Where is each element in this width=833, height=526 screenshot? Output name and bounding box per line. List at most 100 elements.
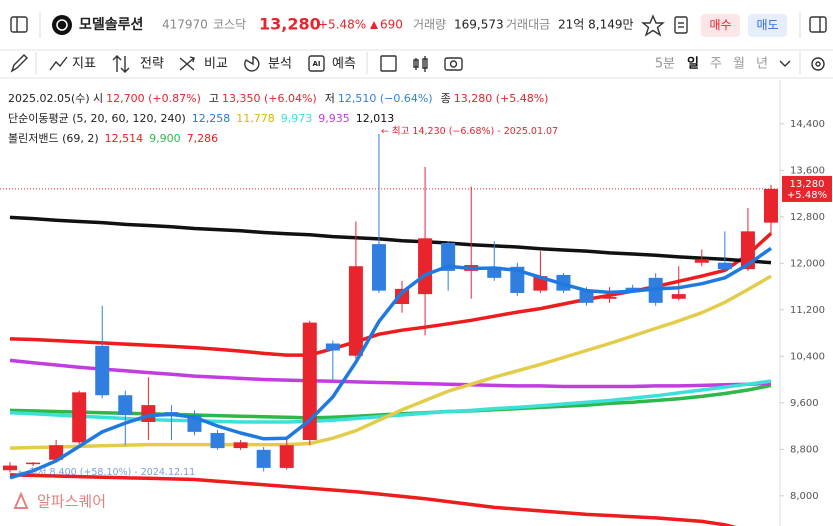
toolbar-item[interactable]: 지표 bbox=[72, 57, 96, 72]
candle-body bbox=[625, 287, 640, 291]
candle-body bbox=[418, 238, 433, 295]
candle-body bbox=[118, 395, 133, 415]
analysis-icon bbox=[244, 56, 260, 72]
y-tick-label: 10,400 bbox=[790, 351, 825, 362]
layout-button[interactable] bbox=[380, 55, 397, 72]
y-tick-label: 12,800 bbox=[790, 212, 825, 223]
candle-body bbox=[279, 445, 294, 468]
info-value: 12,510 (−0.64%) bbox=[338, 92, 433, 105]
candle-body bbox=[72, 392, 87, 443]
legend-value: 9,973 bbox=[281, 112, 313, 125]
favorite-button[interactable] bbox=[641, 14, 665, 37]
forecast-icon bbox=[308, 55, 325, 72]
change-pct: +5.48% bbox=[318, 18, 366, 32]
candle-body bbox=[510, 266, 525, 293]
indicator-line bbox=[9, 274, 772, 450]
stock-code: 417970 bbox=[162, 18, 208, 32]
y-tick-label: 11,200 bbox=[790, 305, 825, 316]
icon-part bbox=[449, 60, 458, 68]
y-tick-label: 8,800 bbox=[790, 444, 819, 455]
info-label: 고 bbox=[209, 92, 219, 105]
stock-name: 모델솔루션 bbox=[79, 16, 143, 33]
header bbox=[0, 0, 833, 50]
candle-body bbox=[348, 266, 363, 356]
legend-value: 12,514 bbox=[105, 132, 144, 145]
toolbar-item[interactable]: 전략 bbox=[140, 57, 164, 72]
settings-button[interactable] bbox=[811, 57, 825, 71]
amount: 21억 8,149만 bbox=[558, 18, 634, 32]
indicator-line bbox=[9, 215, 772, 265]
toolbar-item[interactable]: 비교 bbox=[204, 57, 228, 72]
info-label: 시 bbox=[93, 92, 103, 105]
candle-body bbox=[671, 294, 686, 299]
candle-body bbox=[763, 188, 778, 223]
candle-body bbox=[210, 433, 225, 449]
period-tab[interactable]: 일 bbox=[687, 57, 699, 72]
icon-part bbox=[815, 61, 821, 67]
info-value: 13,280 (+5.48%) bbox=[454, 92, 549, 105]
legend-value: 9,900 bbox=[149, 132, 181, 145]
candle-body bbox=[579, 290, 594, 303]
price-tag bbox=[782, 175, 832, 202]
amount-label: 거래대금 bbox=[506, 18, 550, 32]
volume-label: 거래량 bbox=[413, 18, 446, 32]
low-note: ← 최저 8,400 (+58.10%) - 2024.12.11 bbox=[18, 467, 195, 478]
toolbar-item[interactable]: 분석 bbox=[268, 57, 292, 72]
period-tab[interactable]: 5분 bbox=[655, 57, 675, 72]
screenshot-button[interactable] bbox=[444, 57, 463, 71]
high-note: ← 최고 14,230 (−6.68%) - 2025.01.07 bbox=[381, 126, 558, 137]
price-tag-change: +5.48% bbox=[787, 190, 827, 201]
buy-button[interactable] bbox=[701, 14, 740, 37]
y-tick-label: 8,000 bbox=[790, 491, 819, 502]
candle-body bbox=[49, 445, 64, 460]
period-tab[interactable]: 월 bbox=[733, 57, 745, 72]
candle-body bbox=[233, 442, 248, 449]
y-tick-label: 9,600 bbox=[790, 398, 819, 409]
legend-value: 11,778 bbox=[236, 112, 275, 125]
legend-value: 9,935 bbox=[318, 112, 350, 125]
candle-body bbox=[717, 262, 732, 270]
candle-body bbox=[302, 322, 317, 440]
compare-icon bbox=[179, 56, 195, 71]
sell-label: 매도 bbox=[756, 18, 778, 32]
ma-label: 단순이동평균 (5, 20, 60, 120, 240) bbox=[8, 112, 186, 125]
indicator-line bbox=[9, 358, 772, 389]
strategy-icon bbox=[112, 55, 130, 73]
candle-body bbox=[95, 345, 110, 396]
y-tick-label: 12,000 bbox=[790, 258, 825, 269]
period-tab[interactable]: 주 bbox=[710, 57, 722, 72]
company-logo bbox=[56, 19, 68, 31]
info-value: 12,700 (+0.87%) bbox=[106, 92, 201, 105]
bb-label: 볼린저밴드 (69, 2) bbox=[8, 132, 99, 145]
candle-body bbox=[694, 259, 709, 263]
price: 13,280 bbox=[259, 15, 321, 34]
sidebar-toggle[interactable] bbox=[10, 16, 28, 33]
candle-body bbox=[487, 266, 502, 278]
panel-toggle[interactable] bbox=[809, 16, 827, 33]
indicator-line bbox=[9, 473, 737, 526]
change: 690 bbox=[380, 18, 403, 32]
candle-body bbox=[441, 242, 456, 271]
legend-value: 12,258 bbox=[192, 112, 231, 125]
period-dropdown[interactable] bbox=[779, 60, 791, 67]
candle-body bbox=[3, 465, 17, 471]
toolbar-item[interactable]: 예측 bbox=[332, 57, 356, 72]
indicator-line bbox=[9, 246, 773, 480]
candle-body bbox=[325, 343, 340, 351]
memo-button[interactable] bbox=[674, 16, 688, 34]
candle-body bbox=[26, 462, 41, 465]
candle-body bbox=[740, 231, 755, 270]
legend-value: 7,286 bbox=[187, 132, 219, 145]
candle-body bbox=[395, 288, 410, 304]
date: 2025.02.05(수) bbox=[8, 92, 90, 105]
sell-button[interactable] bbox=[748, 14, 787, 37]
brand-icon bbox=[13, 491, 29, 509]
info-value: 13,350 (+6.04%) bbox=[222, 92, 317, 105]
indicator-icon bbox=[49, 56, 68, 71]
draw-tool[interactable] bbox=[10, 54, 28, 73]
period-tab[interactable]: 년 bbox=[756, 57, 768, 72]
candle-body bbox=[602, 297, 617, 299]
chart-type-button[interactable] bbox=[413, 56, 428, 72]
